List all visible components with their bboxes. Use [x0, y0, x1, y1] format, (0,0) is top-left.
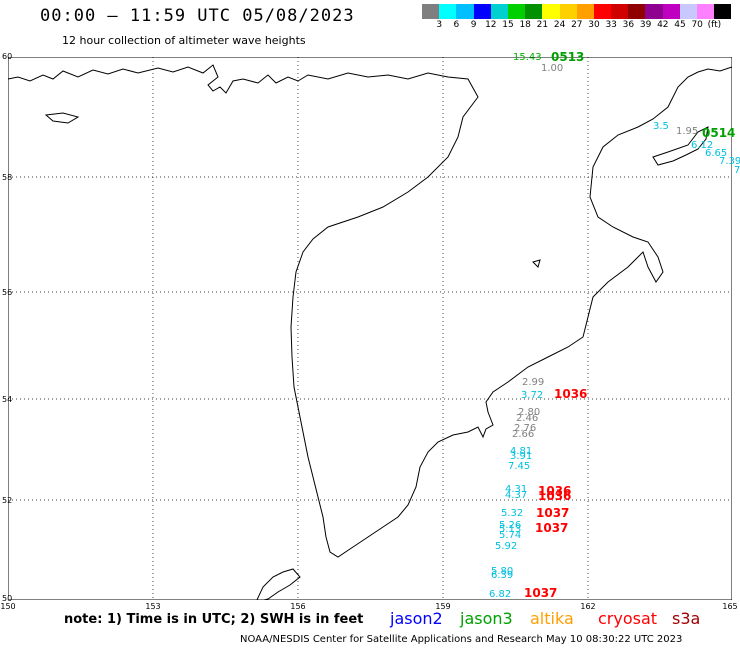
lat-label-60: 60: [2, 52, 13, 61]
legend-jason2: jason2: [390, 609, 443, 628]
wave-height-value: 5.26: [499, 520, 522, 531]
lat-label-52: 52: [2, 496, 13, 505]
legend-altika: altika: [530, 609, 574, 628]
color-swatch: [473, 4, 491, 19]
color-scale-label: 21: [536, 20, 549, 30]
color-swatch: [439, 4, 457, 19]
lon-label-165: 165: [722, 602, 738, 611]
wave-height-value: 7: [734, 165, 740, 176]
wave-height-value: 1.95: [676, 126, 699, 137]
wave-height-value: 5.74: [499, 530, 522, 541]
color-scale-label: 70: [691, 20, 703, 30]
color-swatch: [456, 4, 474, 19]
wave-height-value: 2.80: [518, 407, 541, 418]
color-swatch: [490, 4, 508, 19]
wave-height-value: 6.12: [691, 140, 714, 151]
color-scale-label: 15: [502, 20, 514, 30]
wave-height-value: 3.91: [510, 451, 533, 462]
color-swatch: [679, 4, 697, 19]
color-scale-label: 27: [571, 20, 583, 30]
color-swatch: [559, 4, 577, 19]
page-title: 00:00 – 11:59 UTC 05/08/2023: [40, 6, 355, 26]
pass-time-label: 1036: [538, 489, 572, 503]
color-scale-label: 33: [605, 20, 617, 30]
lon-label-159: 159: [435, 602, 451, 611]
lon-label-153: 153: [145, 602, 161, 611]
wave-height-value: 3.5: [653, 121, 669, 132]
color-scale-label: 45: [674, 20, 686, 30]
pass-time-label: 1036: [554, 387, 588, 401]
pass-time-label: 1037: [536, 506, 570, 520]
wave-height-value: 2.46: [516, 413, 539, 424]
wave-height-value: 5.13: [499, 524, 522, 535]
wave-height-value: 2.66: [512, 429, 535, 440]
wave-height-value: 7.45: [508, 461, 531, 472]
lon-label-162: 162: [580, 602, 596, 611]
color-scale-label: 30: [588, 20, 600, 30]
wave-height-value: 5.80: [491, 566, 514, 577]
color-scale-label: 6: [453, 20, 460, 30]
wave-height-value: 15.43: [513, 52, 542, 63]
color-scale-label: 12: [485, 20, 497, 30]
color-swatch: [714, 4, 732, 19]
color-swatch: [645, 4, 663, 19]
wave-height-map: [8, 57, 732, 600]
color-swatch: [628, 4, 646, 19]
color-swatch: [576, 4, 594, 19]
wave-height-value: 6.82: [489, 589, 512, 600]
wave-height-value: 6.39: [491, 570, 514, 581]
pass-time-label: 0514: [702, 126, 736, 140]
lat-label-56: 56: [2, 288, 13, 297]
page-subtitle: 12 hour collection of altimeter wave hei…: [62, 34, 306, 47]
color-scale-label: 24: [553, 20, 566, 30]
wave-height-value: 6.65: [705, 148, 728, 159]
lon-label-150: 150: [0, 602, 16, 611]
color-swatch: [697, 4, 715, 19]
pass-time-label: 1037: [535, 521, 569, 535]
color-scale-label: 9: [470, 20, 477, 30]
color-swatch: [662, 4, 680, 19]
color-scale-label: 18: [519, 20, 531, 30]
wave-height-value: 4.37: [505, 490, 528, 501]
lat-label-54: 54: [2, 395, 13, 404]
color-swatch: [525, 4, 543, 19]
wave-height-value: 1.00: [541, 63, 564, 74]
legend-jason3: jason3: [460, 609, 513, 628]
lat-label-58: 58: [2, 173, 13, 182]
wave-height-value: 4.31: [505, 484, 528, 495]
color-scale-label: 3: [436, 20, 443, 30]
color-swatch: [422, 4, 440, 19]
legend-cryosat: cryosat: [598, 609, 658, 628]
wave-height-value: 4.81: [510, 446, 533, 457]
color-scale-label: (ft): [707, 20, 722, 30]
pass-time-label: 0513: [551, 50, 585, 64]
footer-note: note: 1) Time is in UTC; 2) SWH is in fe…: [64, 612, 364, 627]
color-swatch: [542, 4, 560, 19]
pass-time-label: 1036: [538, 484, 572, 498]
color-swatch: [507, 4, 526, 19]
credit-line: NOAA/NESDIS Center for Satellite Applica…: [240, 634, 683, 645]
color-scale-label: 39: [639, 20, 652, 30]
color-scale-bar: [422, 4, 732, 19]
wave-height-value: 2.76: [514, 423, 537, 434]
color-scale-label: 42: [657, 20, 669, 30]
wave-height-value: 7.39: [719, 156, 740, 167]
wave-height-value: 5.92: [495, 541, 518, 552]
wave-height-value: 5.32: [501, 508, 524, 519]
coastline: [8, 64, 732, 600]
lat-label-50: 50: [2, 594, 13, 603]
color-swatch: [593, 4, 612, 19]
color-swatch: [611, 4, 629, 19]
lon-label-156: 156: [290, 602, 306, 611]
map-frame: [8, 57, 732, 600]
pass-time-label: 1037: [524, 586, 558, 600]
wave-height-value: 2.99: [522, 377, 545, 388]
wave-height-value: 3.72: [521, 390, 544, 401]
color-scale-label: 36: [622, 20, 635, 30]
legend-s3a: s3a: [672, 609, 701, 628]
color-scale-labels: 3 6 9 12 15 18 21 24 27 30 33 36 39 42 45 70 (ft): [422, 20, 740, 34]
graticule: [8, 57, 732, 600]
